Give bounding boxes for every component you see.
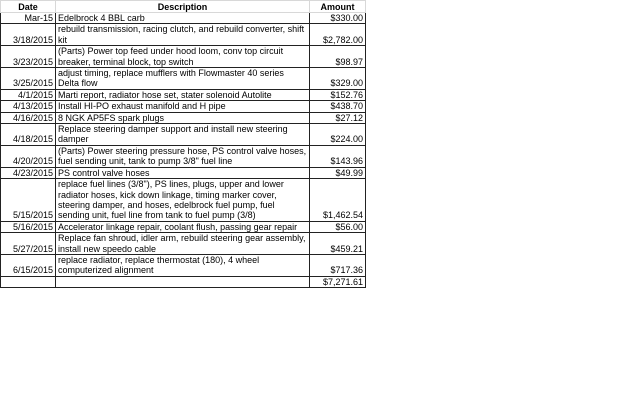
- date-cell[interactable]: 4/20/2015: [0, 144, 56, 168]
- expense-table: Date Description Amount Mar-15 Edelbrock …: [0, 0, 366, 289]
- date-cell[interactable]: 4/1/2015: [0, 88, 56, 102]
- amount-cell[interactable]: $27.12: [309, 111, 366, 125]
- description-cell[interactable]: Accelerator linkage repair, coolant flus…: [55, 220, 310, 234]
- date-cell[interactable]: 3/25/2015: [0, 67, 56, 90]
- table-row: 6/15/2015 replace radiator, replace therm…: [0, 253, 366, 277]
- amount-cell[interactable]: $329.00: [309, 67, 366, 90]
- description-cell[interactable]: Edelbrock 4 BBL carb: [55, 11, 310, 25]
- amount-header[interactable]: Amount: [309, 0, 366, 13]
- amount-cell[interactable]: $98.97: [309, 45, 366, 69]
- total-amount-cell[interactable]: $7,271.61: [309, 275, 366, 289]
- description-cell[interactable]: Replace fan shroud, idler arm, rebuild s…: [55, 232, 310, 255]
- date-cell[interactable]: 4/23/2015: [0, 166, 56, 180]
- amount-cell[interactable]: $49.99: [309, 166, 366, 180]
- header-row: Date Description Amount: [0, 0, 366, 13]
- date-cell[interactable]: 4/18/2015: [0, 123, 56, 146]
- table-row: 5/16/2015 Accelerator linkage repair, coo…: [0, 220, 366, 234]
- date-cell[interactable]: 6/15/2015: [0, 253, 56, 277]
- amount-cell[interactable]: $717.36: [309, 253, 366, 277]
- description-cell[interactable]: (Parts) Power steering pressure hose, PS…: [55, 144, 310, 168]
- table-row: 5/27/2015 Replace fan shroud, idler arm, …: [0, 232, 366, 255]
- table-row: 4/23/2015 PS control valve hoses $49.99: [0, 166, 366, 180]
- amount-cell[interactable]: $56.00: [309, 220, 366, 234]
- table-row: 3/18/2015 rebuild transmission, racing cl…: [0, 23, 366, 47]
- date-cell[interactable]: Mar-15: [0, 11, 56, 25]
- description-cell[interactable]: (Parts) Power top feed under hood loom, …: [55, 45, 310, 69]
- table-row: 4/1/2015 Marti report, radiator hose set,…: [0, 88, 366, 102]
- date-cell[interactable]: 4/13/2015: [0, 100, 56, 113]
- total-row: $7,271.61: [0, 275, 366, 289]
- table-row: 3/23/2015 (Parts) Power top feed under ho…: [0, 45, 366, 69]
- amount-cell[interactable]: $224.00: [309, 123, 366, 146]
- amount-cell[interactable]: $330.00: [309, 11, 366, 25]
- description-cell[interactable]: adjust timing, replace mufflers with Flo…: [55, 67, 310, 90]
- description-cell[interactable]: PS control valve hoses: [55, 166, 310, 180]
- table-row: 3/25/2015 adjust timing, replace mufflers…: [0, 67, 366, 90]
- date-header[interactable]: Date: [0, 0, 56, 13]
- table-row: 4/16/2015 8 NGK AP5FS spark plugs $27.12: [0, 111, 366, 125]
- empty-cell[interactable]: [0, 275, 56, 289]
- amount-cell[interactable]: $459.21: [309, 232, 366, 255]
- description-cell[interactable]: 8 NGK AP5FS spark plugs: [55, 111, 310, 125]
- date-cell[interactable]: 3/18/2015: [0, 23, 56, 47]
- date-cell[interactable]: 5/15/2015: [0, 178, 56, 222]
- description-cell[interactable]: replace fuel lines (3/8"), PS lines, plu…: [55, 178, 310, 222]
- description-cell[interactable]: Install HI-PO exhaust manifold and H pip…: [55, 100, 310, 113]
- table-row: 4/13/2015 Install HI-PO exhaust manifold …: [0, 100, 366, 113]
- description-cell[interactable]: Replace steering damper support and inst…: [55, 123, 310, 146]
- amount-cell[interactable]: $152.76: [309, 88, 366, 102]
- table-row: 4/20/2015 (Parts) Power steering pressure…: [0, 144, 366, 168]
- amount-cell[interactable]: $143.96: [309, 144, 366, 168]
- description-cell[interactable]: Marti report, radiator hose set, stater …: [55, 88, 310, 102]
- date-cell[interactable]: 4/16/2015: [0, 111, 56, 125]
- empty-cell[interactable]: [55, 275, 310, 289]
- date-cell[interactable]: 3/23/2015: [0, 45, 56, 69]
- date-cell[interactable]: 5/27/2015: [0, 232, 56, 255]
- table-row: Mar-15 Edelbrock 4 BBL carb $330.00: [0, 11, 366, 25]
- description-cell[interactable]: replace radiator, replace thermostat (18…: [55, 253, 310, 277]
- description-header[interactable]: Description: [55, 0, 310, 13]
- table-row: 4/18/2015 Replace steering damper support…: [0, 123, 366, 146]
- amount-cell[interactable]: $438.70: [309, 100, 366, 113]
- amount-cell[interactable]: $2,782.00: [309, 23, 366, 47]
- amount-cell[interactable]: $1,462.54: [309, 178, 366, 222]
- date-cell[interactable]: 5/16/2015: [0, 220, 56, 234]
- description-cell[interactable]: rebuild transmission, racing clutch, and…: [55, 23, 310, 47]
- table-row: 5/15/2015 replace fuel lines (3/8"), PS l…: [0, 178, 366, 222]
